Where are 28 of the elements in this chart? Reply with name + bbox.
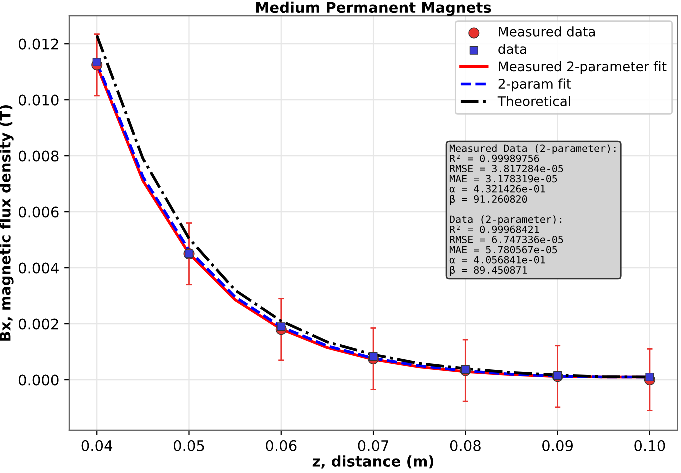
point <box>277 322 286 332</box>
x-tick-label: 0.09 <box>542 440 574 452</box>
x-tick-label: 0.06 <box>266 440 297 452</box>
y-axis-title: Bx, magnetic flux density (T) <box>0 106 14 341</box>
y-tick-label: 0.008 <box>18 150 59 162</box>
legend-label: Measured 2-parameter fit <box>499 61 667 74</box>
legend-label: data <box>498 44 526 54</box>
legend-label: Measured data <box>499 26 596 37</box>
x-tick-label: 0.05 <box>174 440 204 452</box>
x-tick-label: 0.07 <box>358 440 389 452</box>
x-axis-title: z, distance (m) <box>312 456 434 469</box>
y-tick-label: 0.006 <box>18 206 59 218</box>
text: Measured Data (2-parameter): R² = 0.99989756 RMSE = 3.817284e-05 MAE = 3.178319e-05 α = 4.321426e-01 β = 91.260820 Data (2-parameter): R² = 0.99968421 RMSE = 6.747336e-05 MAE = 5.780567e-05 α = 4.056841e-01 β = 89.450871 <box>450 144 616 276</box>
chart-title: Medium Permanent Magnets <box>256 2 492 16</box>
x-tick-label: 0.04 <box>82 440 113 452</box>
y-tick-label: 0.010 <box>18 94 59 106</box>
y-tick-label: 0.004 <box>18 262 59 274</box>
point <box>461 365 470 374</box>
point <box>92 58 102 67</box>
x-tick-label: 0.08 <box>450 440 481 452</box>
point <box>369 352 378 362</box>
y-tick-label: 0.002 <box>18 318 58 330</box>
x-tick-label: 0.10 <box>634 440 666 452</box>
y-tick-label: 0.000 <box>18 374 59 386</box>
y-tick-label: 0.012 <box>18 38 58 50</box>
legend-label: Theoretical <box>498 96 570 106</box>
legend-label: 2-param fit <box>498 78 572 92</box>
point <box>646 372 654 382</box>
